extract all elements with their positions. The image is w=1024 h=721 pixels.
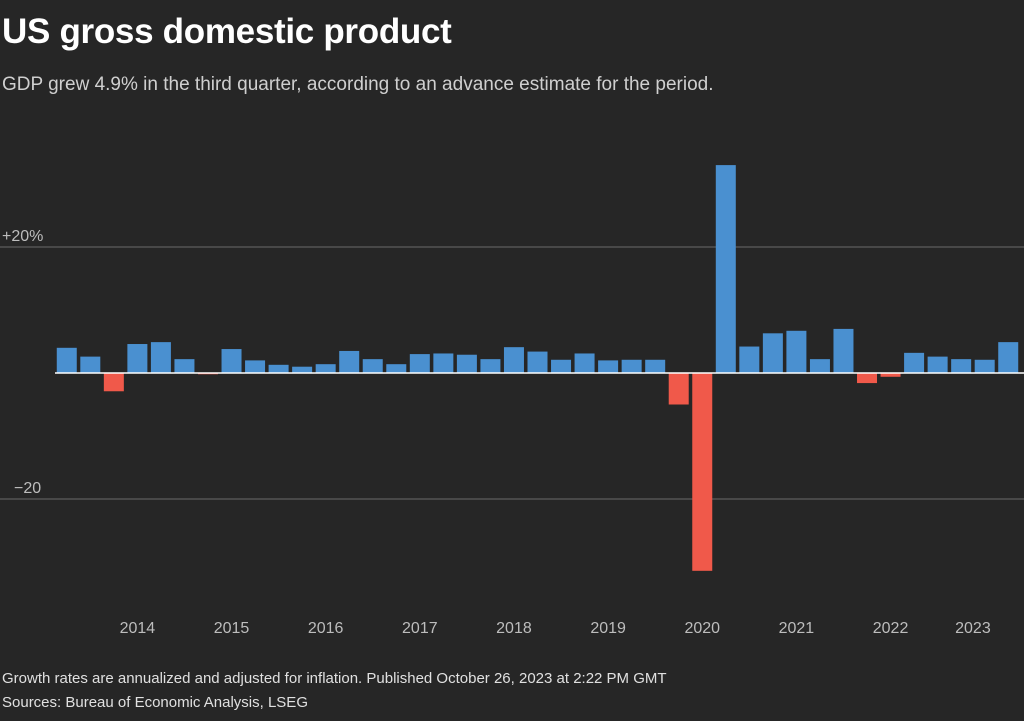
x-tick-label-2020: 2020 bbox=[684, 620, 720, 637]
bar-2015-q4 bbox=[268, 364, 289, 373]
x-tick-label-2019: 2019 bbox=[590, 620, 626, 637]
chart-subtitle: GDP grew 4.9% in the third quarter, acco… bbox=[2, 74, 714, 95]
x-tick-label-2022: 2022 bbox=[873, 620, 909, 637]
bar-2016-q3 bbox=[339, 350, 360, 373]
bar-2021-q4 bbox=[833, 328, 854, 373]
bar-2014-q2 bbox=[127, 344, 148, 373]
bar-2017-q4 bbox=[456, 354, 477, 373]
bar-2021-q2 bbox=[786, 330, 807, 373]
bar-2014-q1 bbox=[103, 373, 124, 392]
bar-2023-q3 bbox=[998, 342, 1019, 373]
bar-2019-q4 bbox=[645, 359, 666, 373]
x-tick-label-2018: 2018 bbox=[496, 620, 532, 637]
bar-2021-q3 bbox=[809, 359, 830, 373]
x-tick-label-2017: 2017 bbox=[402, 620, 438, 637]
x-tick-label-2023: 2023 bbox=[955, 620, 991, 637]
footnote: Growth rates are annualized and adjusted… bbox=[2, 670, 667, 687]
bar-2020-q3 bbox=[715, 165, 736, 373]
gdp-bar-chart: +20% −20 2014 2015 2016 2017 2018 2019 2020 2021… bbox=[0, 165, 1024, 637]
y-tick-label: −20 bbox=[14, 480, 41, 497]
chart-title: US gross domestic product bbox=[2, 12, 452, 51]
bar-2019-q2 bbox=[598, 360, 619, 373]
bar-2013-q4 bbox=[80, 356, 101, 373]
bar-2018-q2 bbox=[503, 347, 524, 373]
bar-2017-q2 bbox=[409, 354, 430, 373]
bar-2018-q1 bbox=[480, 359, 501, 373]
x-tick-label-2016: 2016 bbox=[308, 620, 344, 637]
gridlines bbox=[0, 246, 1024, 500]
bar-2023-q1 bbox=[951, 359, 972, 373]
y-axis-tick-labels: +20% −20 bbox=[2, 228, 43, 497]
bar-2020-q4 bbox=[739, 346, 760, 373]
bar-2013-q3 bbox=[56, 347, 77, 373]
x-tick-label-2014: 2014 bbox=[120, 620, 156, 637]
bar-2022-q3 bbox=[904, 352, 925, 373]
bar-2016-q1 bbox=[292, 366, 313, 373]
x-tick-label-2015: 2015 bbox=[214, 620, 250, 637]
bar-2017-q1 bbox=[386, 364, 407, 373]
bars bbox=[56, 165, 1019, 571]
bar-2018-q4 bbox=[551, 359, 572, 373]
bar-2019-q1 bbox=[574, 353, 595, 373]
bar-2015-q2 bbox=[221, 349, 242, 373]
x-axis-tick-labels: 2014 2015 2016 2017 2018 2019 2020 2021 2022 2023 bbox=[120, 620, 991, 637]
bar-2022-q2 bbox=[880, 373, 901, 377]
bar-2014-q3 bbox=[150, 342, 171, 373]
bar-2020-q1 bbox=[668, 373, 689, 405]
bar-2023-q2 bbox=[974, 359, 995, 373]
bar-2020-q2 bbox=[692, 373, 713, 571]
bar-2014-q4 bbox=[174, 359, 195, 373]
sources-note: Sources: Bureau of Economic Analysis, LS… bbox=[2, 694, 308, 711]
bar-2022-q4 bbox=[927, 356, 948, 373]
bar-2018-q3 bbox=[527, 351, 548, 373]
bar-2015-q3 bbox=[245, 360, 266, 373]
bar-2016-q2 bbox=[315, 364, 336, 373]
bar-2019-q3 bbox=[621, 359, 642, 373]
bar-2016-q4 bbox=[362, 359, 383, 373]
y-tick-label: +20% bbox=[2, 228, 43, 245]
x-tick-label-2021: 2021 bbox=[779, 620, 815, 637]
bar-2021-q1 bbox=[762, 333, 783, 373]
bar-2017-q3 bbox=[433, 353, 454, 373]
bar-2022-q1 bbox=[857, 373, 878, 384]
